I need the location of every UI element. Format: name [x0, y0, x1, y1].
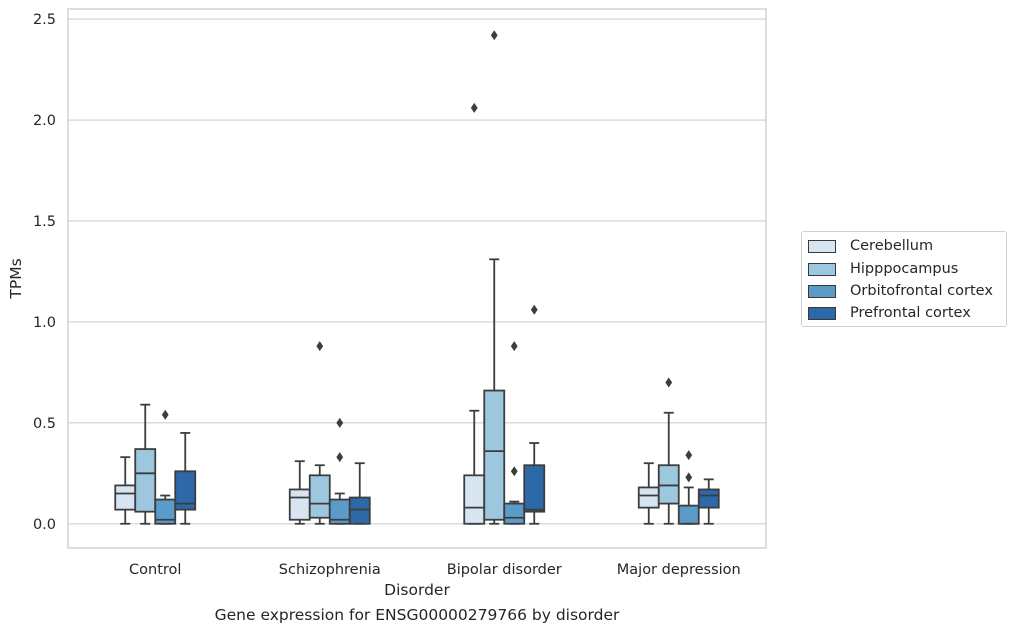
outlier-point	[685, 472, 693, 483]
legend-item-prefrontal-cortex: Prefrontal cortex	[808, 304, 971, 322]
box-iqr	[154, 498, 177, 525]
box-hipppocampus	[657, 377, 680, 525]
box-iqr	[483, 389, 506, 521]
box-iqr	[348, 496, 371, 525]
box-cerebellum	[637, 462, 660, 525]
chart-caption: Gene expression for ENSG00000279766 by d…	[214, 606, 620, 624]
box-cerebellum	[288, 460, 311, 525]
box-iqr	[463, 474, 486, 525]
box-cerebellum	[463, 102, 486, 525]
outlier-point	[510, 341, 518, 352]
legend-item-hippocampus: Hipppocampus	[808, 260, 958, 278]
legend-label: Prefrontal cortex	[850, 305, 971, 321]
box-prefrontal-cortex	[174, 432, 197, 525]
outlier-point	[336, 452, 344, 463]
box-prefrontal-cortex	[697, 478, 720, 525]
box-orbitofrontal-cortex	[154, 409, 177, 525]
legend-item-cerebellum: Cerebellum	[808, 237, 933, 255]
y-tick-label: 2.0	[33, 113, 56, 129]
x-tick-label: Bipolar disorder	[447, 562, 562, 578]
box-iqr	[697, 488, 720, 509]
box-iqr	[503, 502, 526, 525]
box-iqr	[308, 474, 331, 519]
box-iqr	[174, 470, 197, 511]
x-tick-label: Control	[129, 562, 181, 578]
box-prefrontal-cortex	[523, 304, 546, 525]
y-tick-label: 0.5	[33, 416, 56, 432]
outlier-point	[161, 409, 169, 420]
box-iqr	[114, 484, 137, 511]
box-iqr	[677, 504, 700, 525]
legend-label: Hipppocampus	[850, 261, 959, 277]
outlier-point	[336, 417, 344, 428]
box-prefrontal-cortex	[348, 462, 371, 525]
y-axis-label: TPMs	[7, 258, 25, 299]
x-axis-label: Disorder	[384, 581, 450, 599]
outlier-point	[530, 304, 538, 315]
y-tick-label: 1.0	[33, 315, 56, 331]
box-iqr	[288, 488, 311, 521]
box-iqr	[637, 486, 660, 509]
box-orbitofrontal-cortex	[503, 341, 526, 525]
outlier-point	[510, 466, 518, 477]
box-hipppocampus	[134, 403, 157, 525]
x-tick-label: Major depression	[617, 562, 741, 578]
outlier-point	[685, 450, 693, 461]
legend-label: Orbitofrontal cortex	[850, 283, 993, 299]
legend-swatch	[808, 284, 836, 298]
y-tick-label: 1.5	[33, 214, 56, 230]
box-hipppocampus	[308, 341, 331, 525]
box-cerebellum	[114, 456, 137, 525]
box-orbitofrontal-cortex	[328, 417, 351, 525]
legend-swatch	[808, 306, 836, 320]
legend-label: Cerebellum	[850, 238, 934, 254]
box-iqr	[523, 464, 546, 513]
legend-item-orbitofrontal-cortex: Orbitofrontal cortex	[808, 282, 993, 300]
box-iqr	[657, 464, 680, 505]
legend-swatch	[808, 262, 836, 276]
outlier-point	[665, 377, 673, 388]
legend-swatch	[808, 239, 836, 253]
box-orbitofrontal-cortex	[677, 450, 700, 525]
box-iqr	[134, 448, 157, 513]
y-tick-label: 2.5	[33, 12, 56, 28]
legend: Cerebellum Hipppocampus Orbitofrontal co…	[801, 231, 1007, 327]
outlier-point	[470, 102, 478, 113]
outlier-point	[316, 341, 324, 352]
y-tick-label: 0.0	[33, 517, 56, 533]
box-hipppocampus	[483, 30, 506, 525]
x-tick-label: Schizophrenia	[279, 562, 381, 578]
plot-frame	[67, 8, 767, 549]
outlier-point	[490, 30, 498, 41]
